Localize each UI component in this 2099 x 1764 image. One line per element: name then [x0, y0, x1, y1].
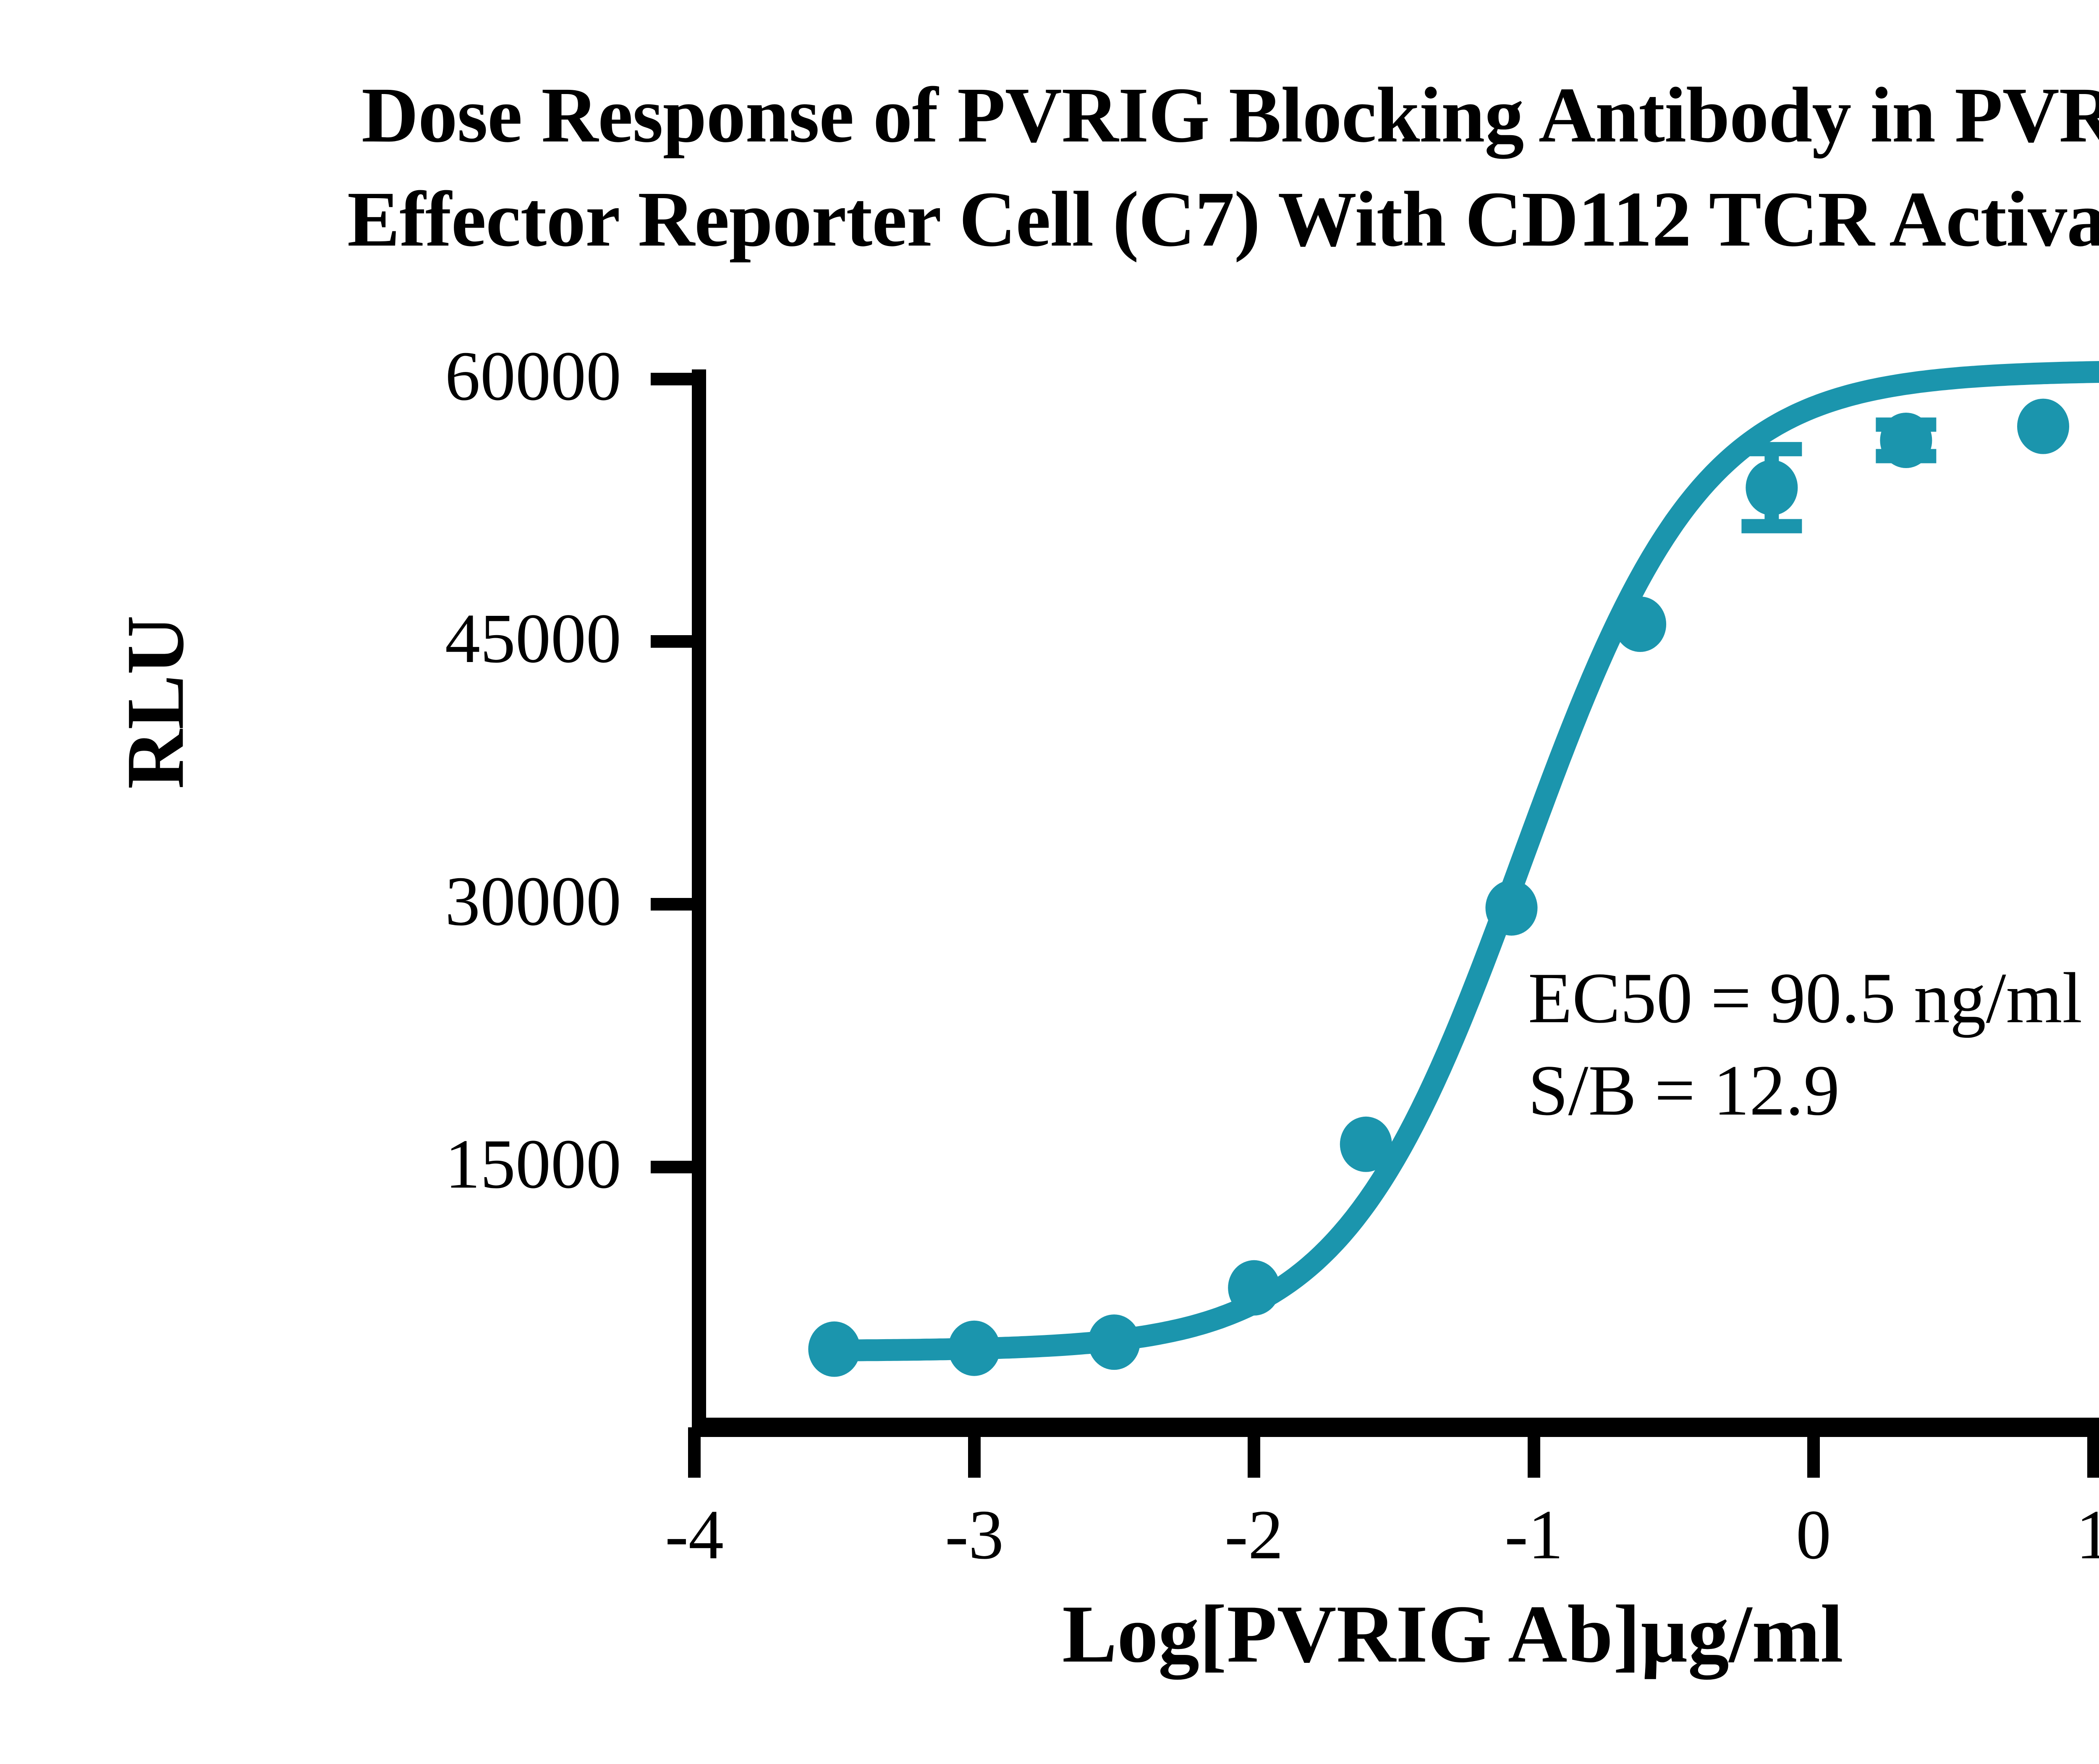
- y-tick-label-60000: 60000: [445, 337, 621, 415]
- data-point-marker: [1485, 880, 1538, 936]
- x-tick-label-one: 1: [2076, 1496, 2099, 1574]
- data-point-marker: [1880, 413, 1932, 468]
- data-point-marker: [1088, 1314, 1140, 1370]
- x-tick-label-minus3: -3: [945, 1496, 1004, 1574]
- data-point-marker: [1614, 597, 1667, 652]
- x-tick-label-minus2: -2: [1225, 1496, 1283, 1574]
- data-point-marker: [948, 1320, 1000, 1376]
- data-point-marker: [1746, 460, 1798, 516]
- data-point-marker: [1340, 1116, 1392, 1172]
- annotation-ec50: EC50 = 90.5 ng/ml: [1528, 958, 2083, 1038]
- chart-title-line-2: Effector Reporter Cell (C7) With CD112 T…: [347, 175, 2099, 263]
- x-tick-label-minus1: -1: [1505, 1496, 1563, 1574]
- y-tick-label-30000: 30000: [445, 862, 621, 940]
- y-tick-marks: [651, 373, 699, 1173]
- x-tick-marks: [688, 1427, 2099, 1478]
- data-points: [808, 398, 2069, 1377]
- data-point-marker: [2017, 398, 2069, 454]
- x-axis-title: Log[PVRIG Ab]µg/ml: [1062, 1589, 1843, 1680]
- x-tick-label-zero: 0: [1796, 1496, 1831, 1574]
- chart-title-line-1: Dose Response of PVRIG Blocking Antibody…: [361, 71, 2099, 159]
- y-tick-label-45000: 45000: [445, 599, 621, 678]
- x-tick-label-minus4: -4: [665, 1496, 724, 1574]
- annotation-signal-to-background: S/B = 12.9: [1528, 1051, 1840, 1131]
- data-point-marker: [808, 1321, 861, 1377]
- y-axis-title: RLU: [110, 615, 201, 789]
- data-point-marker: [1228, 1260, 1280, 1316]
- y-tick-label-15000: 15000: [445, 1125, 621, 1203]
- fit-curve: [823, 361, 2099, 1361]
- chart-title: Dose Response of PVRIG Blocking Antibody…: [0, 63, 2099, 271]
